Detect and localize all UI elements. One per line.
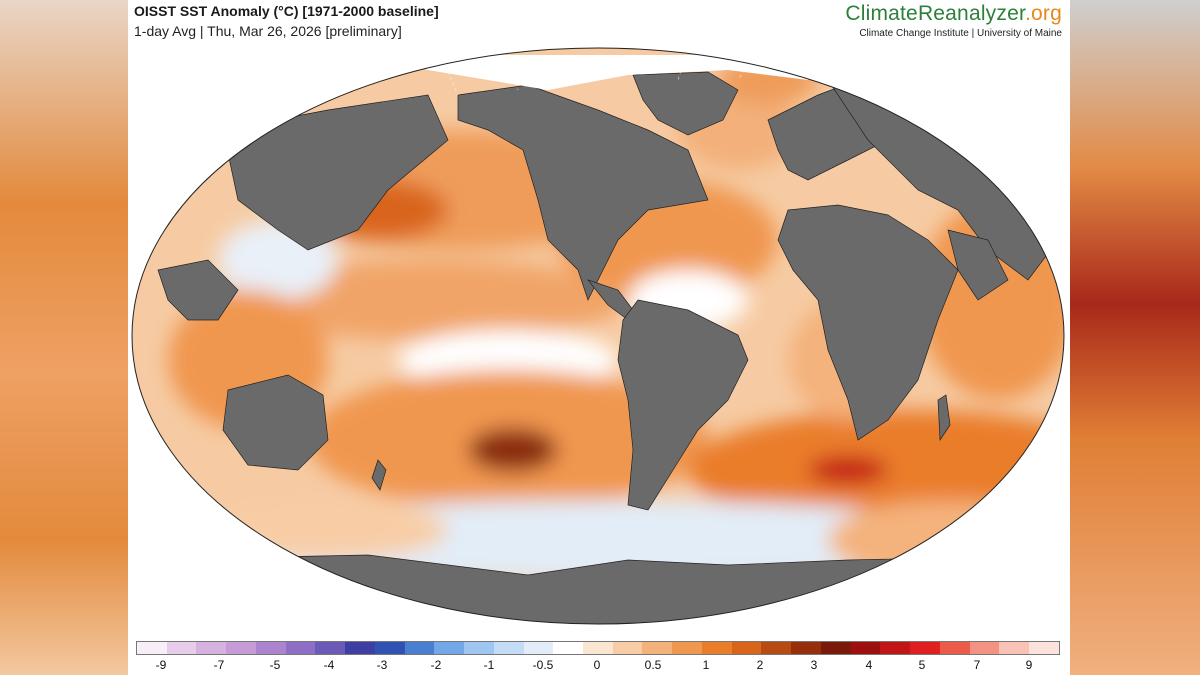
colorbar-segment — [255, 642, 286, 654]
colorbar-segment — [464, 642, 494, 654]
colorbar-tick-label: 0.5 — [644, 658, 662, 672]
colorbar-segment — [969, 642, 1000, 654]
east-asia-land — [222, 94, 449, 251]
colorbar-segment — [612, 642, 643, 654]
greenland-land — [632, 71, 739, 136]
colorbar-segment — [374, 642, 405, 654]
colorbar-segment — [761, 642, 792, 654]
colorbar-segment — [791, 642, 821, 654]
blurred-right-panel — [1070, 0, 1200, 675]
globe-outline — [131, 47, 1065, 625]
colorbar-tick-label: -1 — [483, 658, 495, 672]
new-zealand-land — [371, 459, 387, 491]
colorbar-segment — [345, 642, 375, 654]
southeast-asia-land — [157, 259, 239, 321]
antarctica-land — [132, 554, 1064, 624]
blurred-left-panel — [0, 0, 128, 675]
colorbar-segment — [553, 642, 584, 654]
colorbar-tick-label: -4 — [323, 658, 335, 672]
colorbar-ticks: -9 -7 -5 -4 -3 -2 -1 -0.5 0 0.5 1 2 3 4 5 7 9 — [136, 658, 1060, 674]
colorbar-segment — [939, 642, 970, 654]
colorbar-segment — [642, 642, 673, 654]
colorbar-segment — [672, 642, 702, 654]
africa-land — [777, 204, 959, 441]
australia-land — [222, 374, 329, 471]
arctic-ice — [378, 55, 828, 90]
colorbar — [136, 641, 1060, 655]
colorbar-segment — [226, 642, 256, 654]
colorbar-segment — [137, 642, 167, 654]
colorbar-segment — [196, 642, 227, 654]
colorbar-tick-label: -5 — [269, 658, 281, 672]
colorbar-tick-label: 4 — [865, 658, 873, 672]
colorbar-segment — [880, 642, 911, 654]
colorbar-tick-label: 5 — [918, 658, 926, 672]
colorbar-segment — [404, 642, 435, 654]
colorbar-tick-label: 0 — [593, 658, 601, 672]
colorbar-segment — [434, 642, 465, 654]
colorbar-tick-label: -0.5 — [532, 658, 554, 672]
colorbar-segment — [850, 642, 881, 654]
colorbar-segment — [523, 642, 554, 654]
colorbar-tick-label: 9 — [1025, 658, 1033, 672]
colorbar-tick-label: -2 — [430, 658, 442, 672]
colorbar-segment — [999, 642, 1030, 654]
colorbar-segment — [731, 642, 762, 654]
arabia-land — [947, 229, 1009, 301]
colorbar-tick-label: 1 — [702, 658, 710, 672]
colorbar-segment — [166, 642, 197, 654]
madagascar-land — [937, 394, 951, 442]
brand-part-2: Reanalyzer — [917, 2, 1025, 25]
brand-logo: ClimateReanalyzer.org — [845, 2, 1062, 26]
colorbar-tick-label: 2 — [756, 658, 764, 672]
colorbar-tick-label: 7 — [973, 658, 981, 672]
colorbar-segment — [820, 642, 851, 654]
map-figure: OISST SST Anomaly (°C) [1971-2000 baseli… — [128, 0, 1070, 675]
colorbar-segment — [910, 642, 940, 654]
colorbar-tick-label: -7 — [213, 658, 225, 672]
colorbar-segment — [701, 642, 732, 654]
colorbar-segment — [285, 642, 316, 654]
brand-part-1: Climate — [845, 2, 918, 25]
south-america-land — [617, 299, 749, 511]
colorbar-segment — [315, 642, 346, 654]
colorbar-segment — [583, 642, 613, 654]
sst-anomaly-map — [131, 47, 1065, 625]
colorbar-tick-label: -9 — [155, 658, 167, 672]
colorbar-tick-label: -3 — [376, 658, 388, 672]
map-title: OISST SST Anomaly (°C) [1971-2000 baseli… — [134, 3, 439, 19]
colorbar-segment — [1029, 642, 1059, 654]
colorbar-segment — [493, 642, 524, 654]
north-america-land — [457, 84, 709, 301]
map-subtitle: 1-day Avg | Thu, Mar 26, 2026 [prelimina… — [134, 23, 402, 39]
colorbar-tick-label: 3 — [810, 658, 818, 672]
brand-subtitle: Climate Change Institute | University of… — [859, 28, 1062, 39]
brand-part-3: .org — [1025, 2, 1062, 25]
